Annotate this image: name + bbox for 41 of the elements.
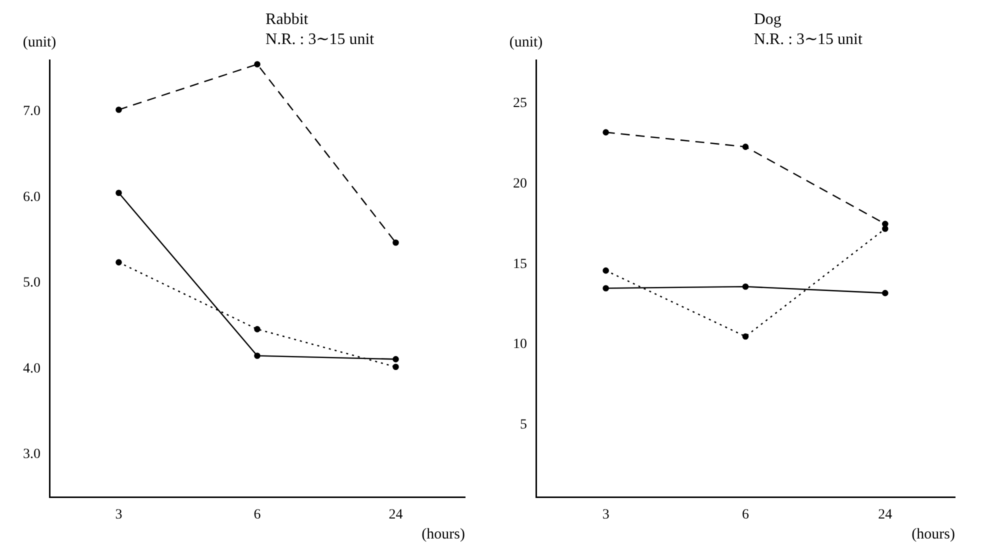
x-tick-label: 6 [254, 507, 261, 522]
y-tick-label: 4.0 [23, 361, 40, 376]
x-tick-label: 6 [742, 507, 749, 522]
point [742, 144, 749, 150]
point [254, 352, 260, 359]
point [602, 129, 609, 136]
y-tick-label: 20 [513, 176, 527, 192]
point [392, 364, 399, 370]
y-tick-label: 6.0 [23, 190, 40, 205]
point [882, 290, 888, 296]
point [116, 190, 122, 196]
point [392, 239, 399, 246]
point [254, 326, 260, 332]
y-axis-title: (unit) [22, 34, 56, 50]
y-tick-label: 15 [513, 256, 527, 272]
y-tick-label: 5.0 [23, 276, 40, 291]
point [116, 259, 122, 266]
y-axis-title: (unit) [509, 34, 543, 50]
chart-subtitle: N.R. : 3∼15 unit [266, 31, 375, 48]
chart-subtitle: N.R. : 3∼15 unit [754, 31, 863, 48]
y-tick-label: 25 [513, 96, 527, 112]
y-tick-label: 10 [513, 337, 527, 352]
y-tick-label: 3.0 [23, 447, 40, 462]
point [392, 356, 399, 362]
y-tick-label: 5 [520, 418, 527, 433]
y-tick-label: 7.0 [23, 104, 40, 120]
x-tick-label: 24 [388, 507, 403, 522]
x-tick-label: 3 [115, 507, 122, 522]
point [742, 333, 749, 340]
point [602, 285, 609, 292]
x-axis-title: (hours) [422, 526, 465, 543]
x-tick-label: 24 [878, 507, 892, 522]
point [882, 220, 888, 228]
chart-title: Dog [754, 11, 782, 28]
x-axis-title: (hours) [912, 526, 955, 543]
x-tick-label: 3 [602, 507, 610, 522]
point [742, 283, 749, 290]
chart-title: Rabbit [266, 11, 309, 28]
point [254, 61, 260, 68]
point [116, 106, 122, 113]
point [602, 267, 609, 274]
